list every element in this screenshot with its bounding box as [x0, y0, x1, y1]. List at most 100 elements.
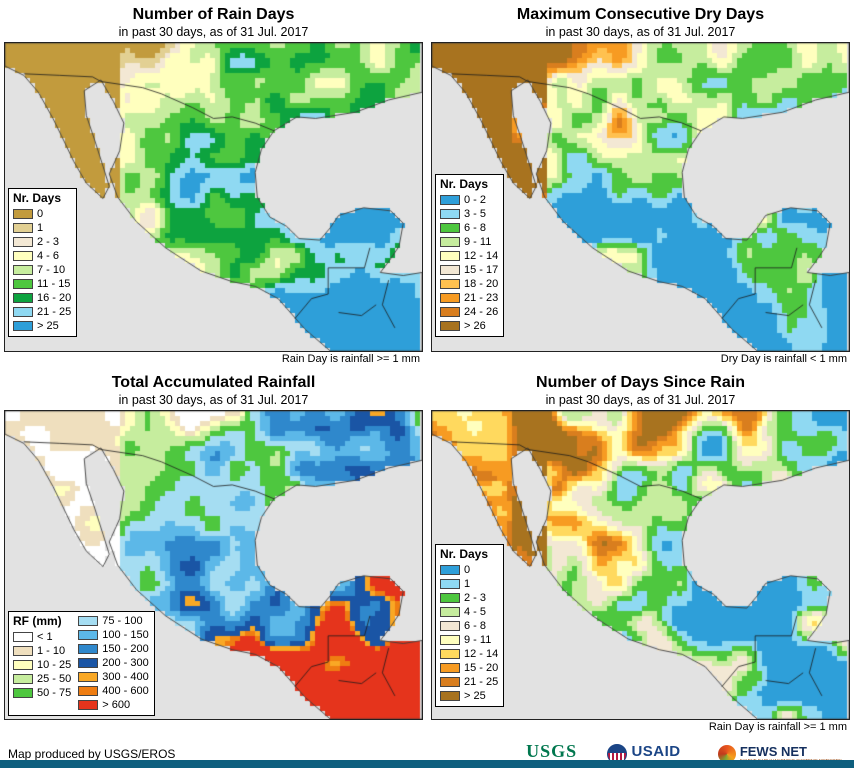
- legend-title: RF (mm): [13, 614, 62, 628]
- legend-item: 11 - 15: [13, 277, 71, 291]
- legend-swatch: [440, 321, 460, 331]
- usaid-seal-icon: [607, 744, 628, 764]
- legend-item: 6 - 8: [440, 221, 498, 235]
- legend-item-label: 12 - 14: [464, 250, 499, 262]
- legend-item-label: 15 - 20: [464, 662, 499, 674]
- usaid-logo: USAID FROM THE AMERICAN PEOPLE: [607, 742, 700, 765]
- legend-item: 4 - 5: [440, 605, 498, 619]
- panel-title: Total Accumulated Rainfall: [111, 374, 316, 391]
- legend-item-label: < 1: [37, 631, 53, 643]
- legend-item-label: 24 - 26: [464, 306, 499, 318]
- legend-swatch: [78, 700, 99, 710]
- legend-swatch: [440, 649, 460, 659]
- legend-days-since-rain: Nr. Days 0 1 2 - 3 4 - 5 6 - 8 9 - 11 12 - 14 15…: [435, 544, 505, 707]
- fewsnet-globe-icon: [717, 745, 736, 763]
- legend-item: 0 - 2: [440, 193, 498, 207]
- panel-note: [0, 720, 427, 735]
- legend-item: 75 - 100: [78, 614, 148, 628]
- bottom-bar: [0, 760, 854, 768]
- legend-item-label: 6 - 8: [464, 222, 487, 234]
- legend-item: 50 - 75: [13, 686, 71, 700]
- legend-swatch: [440, 663, 460, 673]
- legend-swatch: [440, 635, 460, 645]
- legend-swatch: [13, 265, 33, 275]
- panel-subtitle: in past 30 days, as of 31 Jul. 2017: [118, 393, 309, 407]
- legend-swatch: [440, 607, 460, 617]
- legend-swatch: [440, 209, 460, 219]
- logos: USGS science for a changing world USAID …: [526, 742, 842, 766]
- legend-swatch: [13, 223, 33, 233]
- legend-item-label: 9 - 11: [464, 634, 492, 646]
- legend-item: 15 - 20: [440, 661, 498, 675]
- usgs-logo-text: USGS: [526, 741, 578, 761]
- legend-swatch: [440, 265, 460, 275]
- legend-item-label: 4 - 6: [37, 250, 60, 262]
- legend-item-label: > 25: [464, 690, 486, 702]
- legend-item: 9 - 11: [440, 235, 498, 249]
- legend-swatch: [440, 307, 460, 317]
- legend-item-label: 15 - 17: [464, 264, 499, 276]
- legend-item-label: 21 - 23: [464, 292, 499, 304]
- legend-item: 150 - 200: [78, 642, 149, 656]
- legend-item: > 25: [440, 689, 498, 703]
- map-rainfall: RF (mm) < 1 1 - 10 10 - 25 25 - 50 50 - 75 75 …: [4, 410, 423, 720]
- legend-item-label: 1 - 10: [37, 645, 66, 657]
- legend-swatch: [440, 279, 460, 289]
- panel-title: Number of Days Since Rain: [536, 374, 745, 391]
- legend-item: 6 - 8: [440, 619, 498, 633]
- panel-note: Rain Day is rainfall >= 1 mm: [708, 721, 847, 733]
- legend-item-label: 9 - 11: [464, 236, 492, 248]
- legend-item-label: 10 - 25: [37, 659, 72, 671]
- legend-item-label: 1: [37, 222, 44, 234]
- legend-swatch: [13, 688, 33, 698]
- legend-item: 9 - 11: [440, 633, 498, 647]
- legend-swatch: [440, 579, 460, 589]
- legend-item-label: 25 - 50: [37, 673, 72, 685]
- legend-item: 10 - 25: [13, 658, 71, 672]
- legend-rainfall: RF (mm) < 1 1 - 10 10 - 25 25 - 50 50 - 75 75 …: [8, 611, 155, 716]
- fewsnet-logo-text: FEWS NET: [739, 743, 807, 759]
- legend-item: > 26: [440, 319, 498, 333]
- legend-item: 200 - 300: [78, 656, 149, 670]
- map-rain-days: Nr. Days 0 1 2 - 3 4 - 6 7 - 10 11 - 15 16 - 20…: [4, 42, 423, 352]
- legend-swatch: [13, 321, 33, 331]
- legend-item-label: 0: [37, 208, 44, 220]
- legend-item-label: 16 - 20: [37, 292, 72, 304]
- legend-title: Nr. Days: [440, 177, 489, 191]
- panel-rain-days: Number of Rain Days in past 30 days, as …: [0, 0, 427, 368]
- legend-item: 7 - 10: [13, 263, 71, 277]
- legend-item-label: > 600: [102, 699, 131, 711]
- legend-item: 0: [13, 207, 71, 221]
- legend-swatch: [13, 251, 33, 261]
- legend-item: 1 - 10: [13, 644, 71, 658]
- legend-swatch: [440, 677, 460, 687]
- legend-item: > 25: [13, 319, 71, 333]
- credit-text: Map produced by USGS/EROS: [8, 747, 176, 761]
- legend-item: 4 - 6: [13, 249, 71, 263]
- legend-swatch: [13, 307, 33, 317]
- map-dry-days: Nr. Days 0 - 2 3 - 5 6 - 8 9 - 11 12 - 14 15 -…: [431, 42, 850, 352]
- panel-subtitle: in past 30 days, as of 31 Jul. 2017: [545, 25, 736, 39]
- legend-item-label: 100 - 150: [102, 629, 149, 641]
- legend-item-label: 50 - 75: [37, 687, 72, 699]
- usaid-logo-text: USAID: [631, 742, 681, 760]
- legend-item: 3 - 5: [440, 207, 498, 221]
- legend-item-label: 200 - 300: [102, 657, 149, 669]
- legend-item-label: 1: [464, 578, 471, 590]
- legend-swatch: [78, 616, 99, 626]
- legend-swatch: [13, 279, 33, 289]
- legend-swatch: [13, 632, 33, 642]
- legend-swatch: [78, 630, 99, 640]
- legend-item-label: 7 - 10: [37, 264, 66, 276]
- legend-item: > 600: [78, 698, 148, 712]
- footer: Map produced by USGS/EROS USGS science f…: [0, 736, 854, 766]
- legend-item-label: > 26: [464, 320, 486, 332]
- panel-rainfall: Total Accumulated Rainfall in past 30 da…: [0, 368, 427, 736]
- legend-swatch: [440, 565, 460, 575]
- legend-swatch: [78, 672, 99, 682]
- legend-item-label: 0 - 2: [464, 194, 487, 206]
- legend-item: 18 - 20: [440, 277, 498, 291]
- legend-swatch: [440, 195, 460, 205]
- legend-item: 21 - 25: [440, 675, 498, 689]
